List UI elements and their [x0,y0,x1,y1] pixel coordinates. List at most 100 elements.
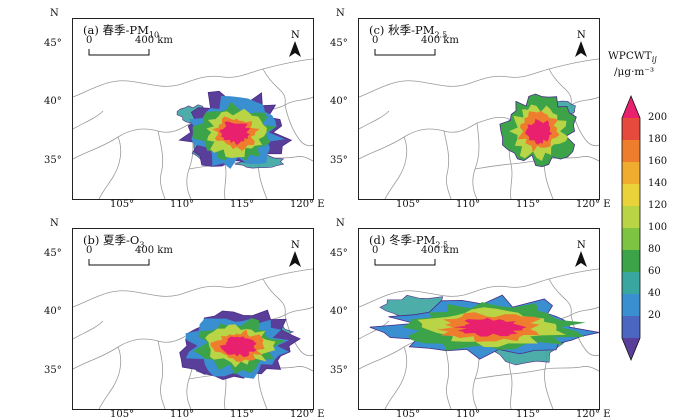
province-border [548,278,572,316]
lon-tick-label: 110° [170,199,195,210]
scale-end-label: 400 km [135,245,173,256]
colorbar-segment [622,338,640,360]
province-border [284,104,313,147]
panel-title: (a) 春季-PM10 [83,23,160,40]
scale-start-label: 0 [372,245,379,256]
lat-tick-label: 35° [44,154,62,166]
colorbar-segment [622,184,640,206]
province-border [262,68,286,106]
lat-tick-label: 40° [44,96,62,108]
lon-tick-label: 110° [456,409,481,420]
lon-tick-label-east: 120° E [290,199,325,210]
colorbar-segment [622,162,640,184]
map-frame: N (d) 冬季-PM2.5 0 400 km [358,228,600,410]
colorbar-tick-label: 60 [648,266,661,277]
map-canvas: N [73,30,313,199]
scale-end-label: 400 km [421,35,459,46]
colorbar-tick-label: 200 [648,112,668,123]
north-arrow-letter: N [577,240,586,251]
province-border [443,340,452,409]
map-panel-a: N 45° 40° 35° N (a) 春季-PM10 0 400 km 105° 110° 115… [32,8,332,210]
lon-tick-label: 115° [230,409,255,420]
province-border [73,332,192,370]
north-arrow-icon [575,41,587,57]
panel-title: (b) 夏季-O3 [83,233,145,250]
concentration-plume [499,93,577,168]
map-frame: N (b) 夏季-O3 0 400 km [72,228,314,410]
concentration-plume [176,90,293,169]
lon-tick-label: 105° [396,409,421,420]
scale-start-label: 0 [372,35,379,46]
lat-tick-label: 40° [44,306,62,318]
lat-tick-label: 35° [330,154,348,166]
scale-end-label: 400 km [421,245,459,256]
north-axis-label: N [336,8,345,19]
colorbar-tick-label: 140 [648,178,668,189]
map-panel-c: N 45° 40° 35° N (c) 秋季-PM2.5 0 400 km 105° 110° 11… [318,8,618,210]
province-border [359,110,390,130]
map-canvas: N [73,240,313,409]
lon-tick-label: 115° [516,409,541,420]
lat-tick-label: 40° [330,306,348,318]
lat-tick-label: 45° [44,247,62,259]
map-panel-d: N 45° 40° 35° N (d) 冬季-PM2.5 0 400 km 105° 110° 11… [318,218,618,420]
colorbar-tick-label: 160 [648,156,668,167]
lon-tick-label-east: 120° E [576,409,611,420]
concentration-plume [179,309,301,381]
map-frame: N (a) 春季-PM10 0 400 km [72,18,314,200]
north-arrow-icon [289,251,301,267]
province-border [73,110,104,130]
colorbar-segment [622,250,640,272]
colorbar-segment [622,140,640,162]
province-border [359,268,599,308]
colorbar-tick-label: 180 [648,134,668,145]
north-axis-label: N [50,8,59,19]
lat-tick-label: 45° [330,247,348,259]
lon-tick-label-east: 120° E [290,409,325,420]
plume-contour [219,121,251,146]
province-border [73,122,192,160]
lat-tick-label: 45° [44,37,62,49]
north-arrow-letter: N [577,30,586,41]
colorbar-outline [621,94,641,362]
scale-bar [88,259,150,266]
lon-tick-label: 105° [110,199,135,210]
province-border [570,104,599,147]
north-axis-label: N [336,218,345,229]
colorbar: WPCWTij /μg·m⁻³ 200 180 160 140 120 100 80 60 40… [604,50,694,370]
plume-contour [453,317,527,337]
scale-start-label: 0 [86,245,93,256]
colorbar-tick-label: 40 [648,288,661,299]
lon-tick-label: 105° [110,409,135,420]
province-border [384,136,408,199]
map-frame: N (c) 秋季-PM2.5 0 400 km [358,18,600,200]
province-border [262,278,286,316]
north-arrow-icon [289,41,301,57]
map-panel-b: N 45° 40° 35° N (b) 夏季-O3 0 400 km 105° 110° 115° 1… [32,218,332,420]
plume-contour [525,118,553,145]
province-border [472,122,480,199]
lat-tick-label: 35° [330,364,348,376]
plume-contour [219,336,257,358]
concentration-plume [369,294,599,366]
lat-tick-label: 40° [330,96,348,108]
lon-tick-label: 105° [396,199,421,210]
province-border [284,314,313,357]
province-border [359,320,390,340]
scale-end-label: 400 km [135,35,173,46]
province-border [98,136,122,199]
north-arrow-icon [575,251,587,267]
map-canvas: N [359,240,599,409]
province-border [359,58,599,98]
colorbar-title: WPCWTij /μg·m⁻³ [608,50,657,79]
north-axis-label: N [50,218,59,229]
colorbar-tick-label: 120 [648,200,668,211]
map-canvas: N [359,30,599,199]
lon-tick-label-east: 120° E [576,199,611,210]
scale-start-label: 0 [86,35,93,46]
north-arrow-letter: N [291,240,300,251]
panel-title: (d) 冬季-PM2.5 [369,233,449,250]
scale-bar [374,259,436,266]
province-border [384,346,408,409]
colorbar-tick-label: 20 [648,310,661,321]
